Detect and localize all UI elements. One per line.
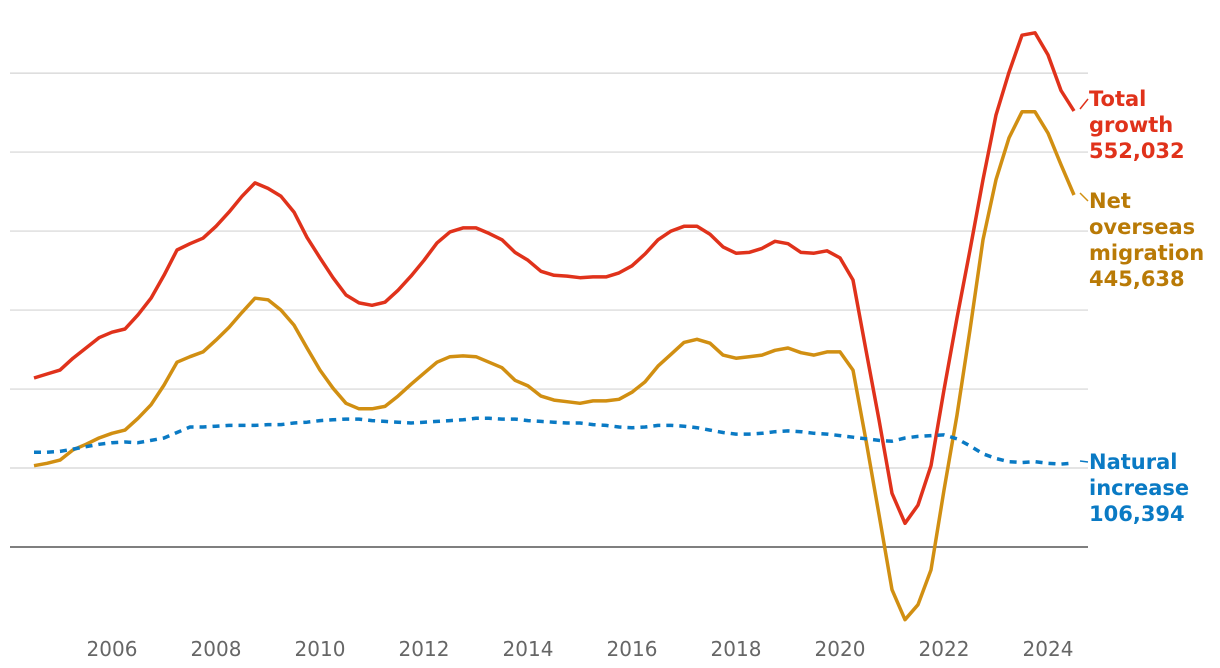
series-line [33, 110, 1076, 622]
series-name: Total growth [1089, 87, 1174, 137]
series-line [33, 31, 1076, 526]
x-tick-label: 2012 [399, 637, 450, 661]
x-tick-label: 2020 [815, 637, 866, 661]
x-tick-label: 2010 [295, 637, 346, 661]
series-label: Total growth 552,032 [1089, 86, 1213, 164]
x-tick-label: 2008 [191, 637, 242, 661]
x-tick-label: 2024 [1023, 637, 1074, 661]
label-connector [1079, 98, 1089, 110]
x-tick-label: 2006 [87, 637, 138, 661]
series-value-label: 552,032 [1089, 139, 1185, 163]
label-connector [1079, 192, 1089, 202]
series-label: Natural increase 106,394 [1089, 449, 1213, 527]
x-tick-label: 2022 [919, 637, 970, 661]
series-value-label: 106,394 [1089, 502, 1185, 526]
x-tick-label: 2016 [607, 637, 658, 661]
label-connector [1079, 460, 1089, 463]
series-name: Net overseas migration [1089, 189, 1205, 265]
series-line [34, 416, 1075, 466]
x-tick-label: 2018 [711, 637, 762, 661]
series-name: Natural increase [1089, 450, 1190, 500]
series-label: Net overseas migration 445,638 [1089, 188, 1213, 292]
series-value-label: 445,638 [1089, 267, 1185, 291]
x-tick-label: 2014 [503, 637, 554, 661]
